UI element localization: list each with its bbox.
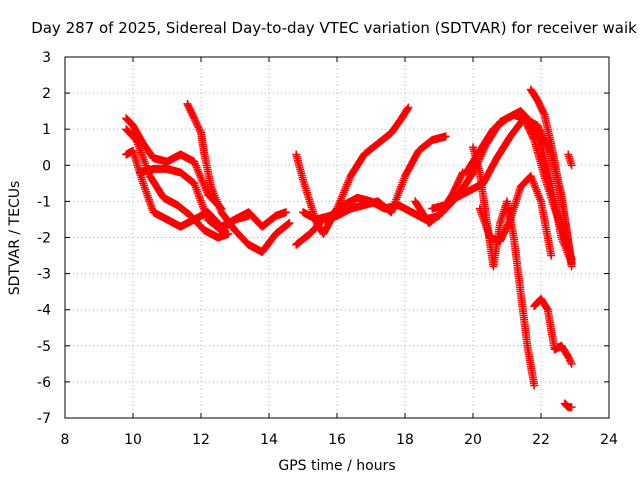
series-track-17 [564,150,576,170]
y-tick-label: -3 [37,267,51,283]
data-point-markers [475,172,556,260]
series-track-15 [530,294,576,368]
series-track-5 [183,99,294,256]
x-tick-label: 24 [600,432,618,448]
y-axis-label: SDTVAR / TECUs [7,181,23,296]
y-tick-label: -4 [37,303,51,319]
x-tick-label: 8 [61,432,70,448]
data-points [122,85,576,412]
x-tick-label: 18 [396,432,414,448]
data-point-markers [530,294,576,368]
y-tick-label: -6 [37,375,51,391]
data-point-markers [560,399,576,412]
data-point-markers [564,150,576,170]
x-tick-label: 12 [192,432,210,448]
plot-frame [64,56,610,419]
series-track-16 [560,399,576,412]
x-tick-label: 16 [328,432,346,448]
y-tick-label: -2 [37,231,51,247]
y-tick-label: 0 [42,158,51,174]
data-point-markers [135,164,253,235]
grid-lines [65,57,609,418]
y-tick-label: 2 [42,86,51,102]
series-track-12 [462,107,576,267]
data-point-markers [183,99,294,256]
y-tick-label: 3 [42,50,51,66]
data-point-markers [122,114,226,213]
series-track-13 [475,172,556,260]
y-tick-label: -1 [37,194,51,210]
data-point-markers [526,85,576,271]
series-track-4 [135,164,253,235]
series-track-2 [122,114,226,213]
x-tick-label: 10 [124,432,142,448]
data-point-markers [462,107,576,267]
y-tick-label: -7 [37,411,51,427]
y-tick-label: -5 [37,339,51,355]
x-tick-label: 22 [532,432,550,448]
x-tick-label: 14 [260,432,278,448]
x-tick-label: 20 [464,432,482,448]
x-axis-label: GPS time / hours [278,458,395,474]
series-track-14 [526,85,576,271]
chart-title: Day 287 of 2025, Sidereal Day-to-day VTE… [31,19,637,37]
y-tick-label: 1 [42,122,51,138]
